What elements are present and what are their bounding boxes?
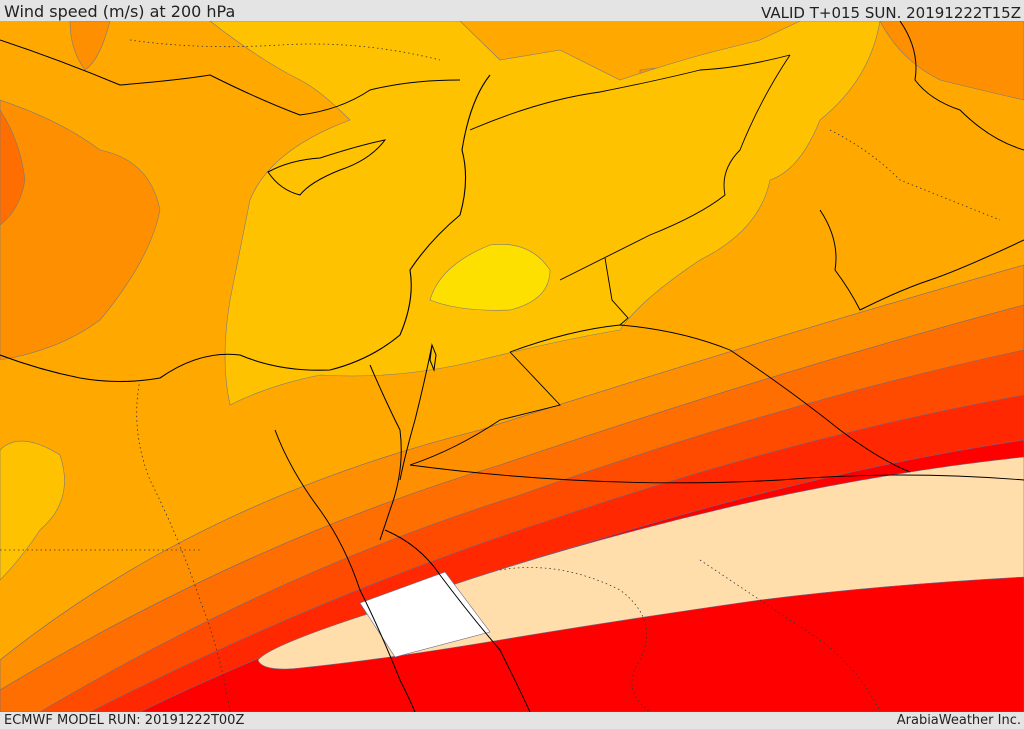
coastline-caspian <box>899 21 1024 151</box>
region-gold-left <box>0 440 65 581</box>
coastline-gulf-suez <box>369 364 402 541</box>
lake-dead-sea <box>429 343 437 372</box>
wind-speed-map <box>0 21 1024 712</box>
coastline-red-sea <box>274 429 416 712</box>
model-run: ECMWF MODEL RUN: 20191222T00Z <box>4 713 245 728</box>
border-iraq-east <box>559 54 791 281</box>
border-saudi-north <box>509 324 911 473</box>
coastline-gulf-aqaba <box>399 344 433 481</box>
border-saudi-iraq <box>604 257 629 326</box>
map-title: Wind speed (m/s) at 200 hPa <box>4 2 236 21</box>
valid-time: VALID T+015 SUN. 20191222T15Z <box>761 4 1021 22</box>
border-syria-iraq <box>469 54 791 131</box>
coastline-cyprus <box>267 139 387 196</box>
patch-dark-orange-west <box>0 109 26 226</box>
coastline-turkey-south <box>0 39 461 116</box>
patch-orange-ne <box>879 21 1024 101</box>
region-gold <box>209 21 881 406</box>
footer-bar: ECMWF MODEL RUN: 20191222T00Z ArabiaWeat… <box>0 712 1024 729</box>
patch-orange-n2 <box>69 21 111 71</box>
dotted-border-arabia <box>499 567 651 712</box>
dotted-border-turkey <box>129 39 441 61</box>
coastline-red-sea-east <box>384 529 531 712</box>
credit: ArabiaWeather Inc. <box>896 713 1021 728</box>
header-bar: Wind speed (m/s) at 200 hPa VALID T+015 … <box>0 0 1024 22</box>
dotted-border-egypt <box>136 379 231 712</box>
dotted-border-iran <box>829 129 1001 221</box>
coastline-levant-egypt <box>0 74 491 383</box>
coastline-gulf <box>819 209 1024 311</box>
border-jordan <box>409 351 1024 484</box>
region-pale-yellow <box>429 244 551 311</box>
patch-orange-west <box>0 99 161 361</box>
